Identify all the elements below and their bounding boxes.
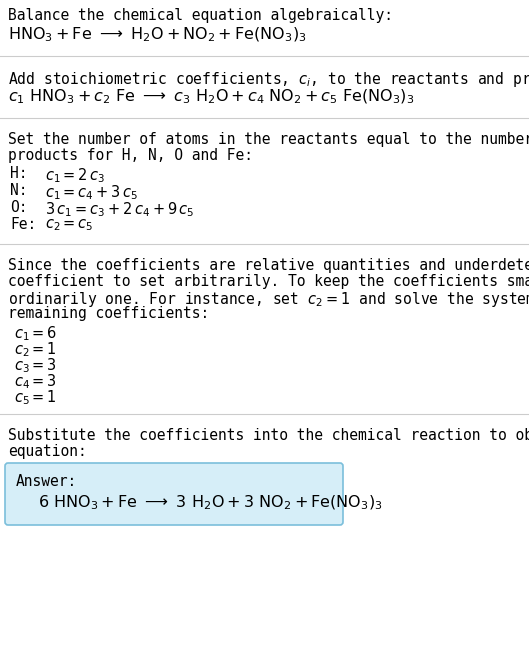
Text: $c_1 = 6$: $c_1 = 6$ — [14, 324, 57, 343]
Text: $c_1\ \mathrm{HNO_3} + c_2\ \mathrm{Fe} \ \longrightarrow \ c_3\ \mathrm{H_2O} +: $c_1\ \mathrm{HNO_3} + c_2\ \mathrm{Fe} … — [8, 88, 414, 106]
Text: H:: H: — [10, 166, 28, 181]
Text: $\mathrm{HNO_3 + Fe \ \longrightarrow \ H_2O + NO_2 + Fe(NO_3)_3}$: $\mathrm{HNO_3 + Fe \ \longrightarrow \ … — [8, 26, 307, 45]
Text: Fe:: Fe: — [10, 217, 37, 232]
Text: equation:: equation: — [8, 444, 87, 459]
Text: Substitute the coefficients into the chemical reaction to obtain the balanced: Substitute the coefficients into the che… — [8, 428, 529, 443]
FancyBboxPatch shape — [5, 463, 343, 525]
Text: N:: N: — [10, 183, 28, 198]
Text: $c_2 = c_5$: $c_2 = c_5$ — [45, 217, 94, 233]
Text: $c_5 = 1$: $c_5 = 1$ — [14, 388, 57, 407]
Text: $c_2 = 1$: $c_2 = 1$ — [14, 340, 57, 358]
Text: Balance the chemical equation algebraically:: Balance the chemical equation algebraica… — [8, 8, 393, 23]
Text: $3\,c_1 = c_3 + 2\,c_4 + 9\,c_5$: $3\,c_1 = c_3 + 2\,c_4 + 9\,c_5$ — [45, 200, 195, 219]
Text: $c_3 = 3$: $c_3 = 3$ — [14, 356, 57, 375]
Text: products for H, N, O and Fe:: products for H, N, O and Fe: — [8, 148, 253, 163]
Text: $c_1 = 2\,c_3$: $c_1 = 2\,c_3$ — [45, 166, 105, 184]
Text: Since the coefficients are relative quantities and underdetermined, choose a: Since the coefficients are relative quan… — [8, 258, 529, 273]
Text: Set the number of atoms in the reactants equal to the number of atoms in the: Set the number of atoms in the reactants… — [8, 132, 529, 147]
Text: coefficient to set arbitrarily. To keep the coefficients small, the arbitrary va: coefficient to set arbitrarily. To keep … — [8, 274, 529, 289]
Text: remaining coefficients:: remaining coefficients: — [8, 306, 209, 321]
Text: $c_4 = 3$: $c_4 = 3$ — [14, 372, 57, 391]
Text: Add stoichiometric coefficients, $c_i$, to the reactants and products:: Add stoichiometric coefficients, $c_i$, … — [8, 70, 529, 89]
Text: $c_1 = c_4 + 3\,c_5$: $c_1 = c_4 + 3\,c_5$ — [45, 183, 138, 202]
Text: O:: O: — [10, 200, 28, 215]
Text: Answer:: Answer: — [16, 474, 77, 489]
Text: $\mathrm{6\ HNO_3 + Fe \ \longrightarrow \ 3\ H_2O + 3\ NO_2 + Fe(NO_3)_3}$: $\mathrm{6\ HNO_3 + Fe \ \longrightarrow… — [38, 494, 383, 512]
Text: ordinarily one. For instance, set $c_2 = 1$ and solve the system of equations fo: ordinarily one. For instance, set $c_2 =… — [8, 290, 529, 309]
